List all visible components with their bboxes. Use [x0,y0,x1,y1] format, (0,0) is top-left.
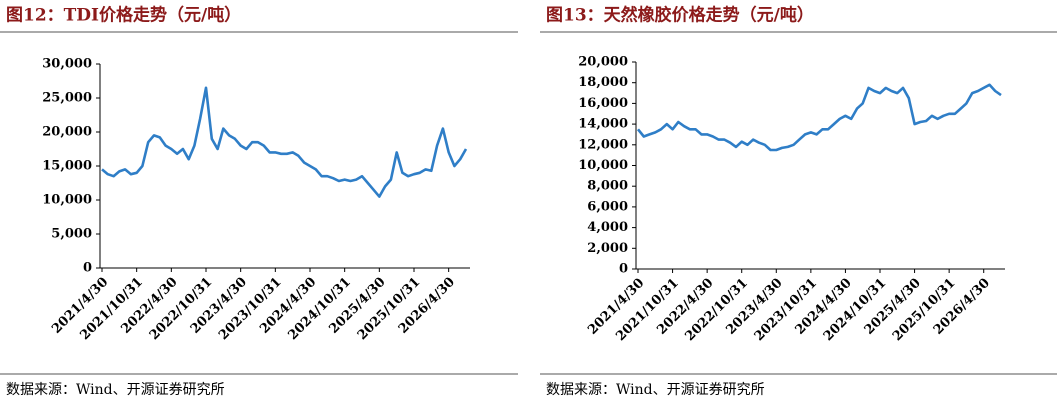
y-tick-label: 10,000 [42,193,92,208]
y-tick-label: 10,000 [578,158,628,173]
y-tick-label: 15,000 [42,159,92,174]
line-series [636,83,1002,152]
y-tick-label: 0 [619,262,628,277]
chart-title: 图13：天然橡胶价格走势（元/吨） [546,5,814,26]
y-tick-label: 0 [83,261,92,276]
y-tick-label: 16,000 [578,96,628,111]
source: 数据来源：Wind、开源证券研究所 [546,382,765,398]
y-tick-label: 2,000 [587,241,628,256]
y-tick-label: 25,000 [42,91,92,106]
source: 数据来源：Wind、开源证券研究所 [6,382,225,398]
y-tick-label: 12,000 [578,137,628,152]
y-tick-label: 20,000 [42,125,92,140]
y-tick-label: 30,000 [42,57,92,72]
y-tick-label: 20,000 [578,55,628,70]
y-tick-label: 4,000 [587,220,628,235]
y-tick-label: 8,000 [587,179,628,194]
y-tick-label: 6,000 [587,199,628,214]
y-tick-label: 18,000 [578,75,628,90]
chart-title: 图12：TDI价格走势（元/吨） [6,5,241,26]
y-tick-label: 5,000 [51,227,92,242]
y-tick-label: 14,000 [578,117,628,132]
line-series [101,86,468,198]
